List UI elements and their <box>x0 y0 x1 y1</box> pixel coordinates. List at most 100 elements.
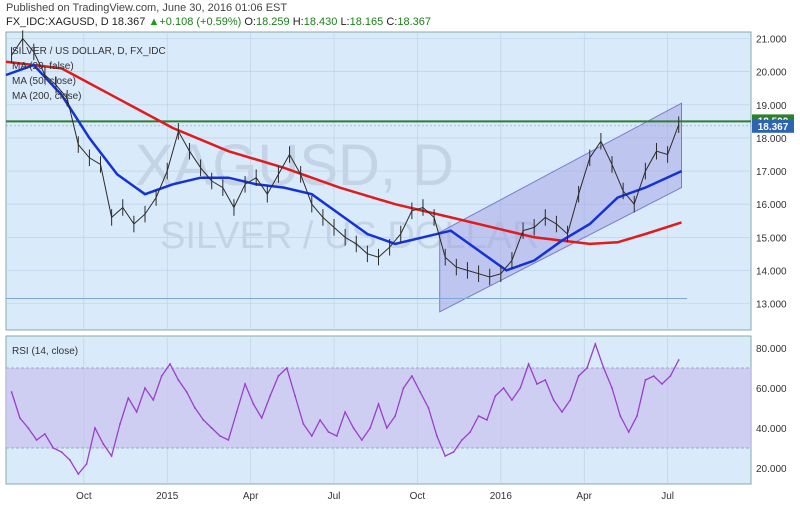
rsi-point-59 <box>502 387 505 389</box>
rsi-point-45 <box>385 427 388 429</box>
time-tick-5: 2016 <box>490 491 513 502</box>
watermark-main: XAGUSD, D <box>135 133 454 198</box>
rsi-point-0 <box>10 391 13 393</box>
rsi-point-17 <box>152 399 155 401</box>
price-tick-5: 16.000 <box>756 200 787 211</box>
rsi-point-5 <box>52 447 55 449</box>
rsi-point-71 <box>602 367 605 369</box>
rsi-point-69 <box>586 367 588 369</box>
rsi-point-27 <box>235 411 238 413</box>
rsi-point-10 <box>94 427 96 429</box>
rsi-point-58 <box>494 395 497 397</box>
rsi-point-12 <box>110 455 113 457</box>
rsi-label: RSI (14, close) <box>12 346 78 357</box>
rsi-point-20 <box>177 379 180 381</box>
rsi-point-40 <box>344 411 347 413</box>
high-label: H: <box>292 16 304 28</box>
rsi-point-30 <box>260 417 263 419</box>
rsi-point-32 <box>277 375 280 377</box>
rsi-point-79 <box>669 375 672 377</box>
rsi-point-50 <box>427 407 430 409</box>
rsi-point-31 <box>269 395 271 397</box>
legend-entry-1: MA (20, false) <box>12 61 74 72</box>
time-tick-0: Oct <box>76 491 92 502</box>
rsi-tick-0: 80.000 <box>756 344 787 355</box>
rsi-point-61 <box>519 387 522 389</box>
last-price-label: 18.367 <box>758 122 789 133</box>
levels <box>6 120 751 300</box>
last-price: 18.367 <box>111 16 146 28</box>
rsi-series <box>6 342 751 476</box>
rsi-point-6 <box>60 451 63 453</box>
rsi-point-24 <box>210 427 213 429</box>
rsi-point-28 <box>244 383 246 385</box>
rsi-point-80 <box>677 359 680 361</box>
rsi-point-3 <box>35 439 38 441</box>
price-change: +0.108 (+0.59%) <box>159 16 242 28</box>
rsi-point-64 <box>544 379 547 381</box>
series <box>5 30 683 286</box>
price-tick-0: 21.000 <box>756 35 787 46</box>
rsi-point-55 <box>469 431 472 433</box>
symbol-quote-bar: FX_IDC:XAGUSD, D 18.367 ▲+0.108 (+0.59%)… <box>6 16 431 28</box>
rsi-point-13 <box>119 423 121 425</box>
rsi-point-33 <box>285 367 288 369</box>
price-tick-7: 14.000 <box>756 266 787 277</box>
symbol-label: FX_IDC:XAGUSD, D <box>6 16 109 28</box>
rsi-point-70 <box>594 343 597 345</box>
price-tick-3: 18.000 <box>756 134 787 145</box>
rsi-point-62 <box>527 363 530 365</box>
legend-entry-2: MA (50, close) <box>12 76 76 87</box>
rsi-point-22 <box>194 407 196 409</box>
rsi-point-34 <box>294 395 297 397</box>
rsi-point-19 <box>169 363 171 365</box>
rsi-point-44 <box>377 403 380 405</box>
legend: SILVER / US DOLLAR, D, FX_IDC MA (20, fa… <box>12 46 166 357</box>
rsi-point-46 <box>394 415 397 417</box>
rsi-point-74 <box>627 431 630 433</box>
last-price-tag <box>752 119 794 133</box>
legend-entry-3: MA (200, close) <box>12 91 81 102</box>
rsi-point-51 <box>435 435 438 437</box>
rsi-point-14 <box>127 397 130 399</box>
rsi-point-2 <box>27 427 30 429</box>
open-label: O: <box>244 16 256 28</box>
rsi-point-26 <box>227 439 230 441</box>
rsi-point-78 <box>661 383 663 385</box>
rsi-tick-3: 20.000 <box>756 464 787 475</box>
rsi-point-39 <box>335 435 338 437</box>
rsi-point-23 <box>202 419 205 421</box>
rsi-point-48 <box>410 375 413 377</box>
low-label: L: <box>340 16 350 28</box>
rsi-point-75 <box>636 415 638 417</box>
time-tick-3: Jul <box>328 491 341 502</box>
rsi-point-29 <box>252 403 255 405</box>
rsi-point-11 <box>102 443 105 445</box>
time-tick-4: Oct <box>410 491 426 502</box>
rsi-tick-2: 40.000 <box>756 424 787 435</box>
time-tick-2: Apr <box>243 491 259 502</box>
rsi-point-72 <box>611 387 613 389</box>
rsi-point-15 <box>135 411 138 413</box>
rsi-point-57 <box>486 419 488 421</box>
price-tick-4: 17.000 <box>756 167 787 178</box>
rsi-point-53 <box>452 451 455 453</box>
rsi-point-35 <box>302 423 305 425</box>
rsi-point-49 <box>419 391 422 393</box>
ma-50-line <box>5 63 683 272</box>
price-tick-6: 15.000 <box>756 233 787 244</box>
rsi-point-37 <box>319 419 322 421</box>
rsi-point-77 <box>652 375 655 377</box>
published-note: Published on TradingView.com, June 30, 2… <box>6 2 288 14</box>
high-value: 18.430 <box>303 16 338 28</box>
rsi-point-8 <box>77 473 80 475</box>
rsi-point-68 <box>577 375 580 377</box>
close-value: 18.367 <box>397 16 431 28</box>
price-tick-8: 13.000 <box>756 300 787 311</box>
rsi-point-41 <box>352 427 355 429</box>
rsi-point-9 <box>85 463 88 465</box>
rsi-point-18 <box>160 375 163 377</box>
rsi-point-63 <box>536 383 538 385</box>
time-tick-7: Jul <box>661 491 674 502</box>
